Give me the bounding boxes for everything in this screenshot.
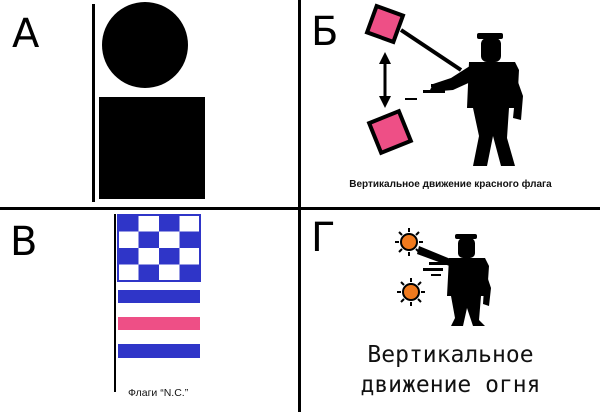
- panel-a-letter: А: [12, 11, 40, 57]
- lower-signal-lamp: [397, 278, 425, 306]
- panel-b: Б: [301, 0, 600, 207]
- panel-v-caption: Флаги “N.C.”: [128, 387, 189, 399]
- raised-arm: [417, 246, 455, 268]
- lower-flag: [366, 108, 414, 156]
- signalman-silhouette: [447, 234, 491, 326]
- horizontal-divider: [0, 207, 600, 210]
- upper-signal-lamp: [395, 228, 423, 256]
- signalman-silhouette: [429, 33, 523, 166]
- panel-b-letter: Б: [311, 9, 339, 55]
- panel-g-caption-line-2: движение огня: [360, 372, 541, 398]
- red-flag-signalman-illustration: [364, 3, 523, 166]
- panel-g-caption-line-1: Вертикальное: [367, 342, 534, 368]
- panel-b-caption: Вертикальное движение красного флага: [349, 179, 552, 190]
- upper-flag-staff: [399, 28, 463, 72]
- panel-g-letter: Г: [311, 215, 336, 261]
- upper-flag: [364, 3, 406, 45]
- flag-halyard: [114, 214, 116, 392]
- motion-streaks: [423, 262, 447, 276]
- vertical-double-arrow: [379, 52, 391, 108]
- signal-mast: [92, 4, 95, 202]
- signal-lamp-signalman-illustration: [395, 228, 491, 326]
- panel-v-letter: В: [10, 219, 38, 265]
- black-square: [99, 97, 205, 199]
- nc-flags-illustration: [114, 214, 201, 392]
- flag-c-striped: [118, 290, 200, 358]
- black-ball: [102, 2, 188, 88]
- panel-v: В Флаги “N.C.”: [0, 210, 298, 412]
- day-shapes-illustration: [92, 2, 205, 202]
- vertical-divider: [298, 0, 301, 412]
- panel-g: Г: [301, 210, 600, 412]
- panel-a: А: [0, 0, 298, 207]
- flag-n-checkered: [117, 214, 201, 282]
